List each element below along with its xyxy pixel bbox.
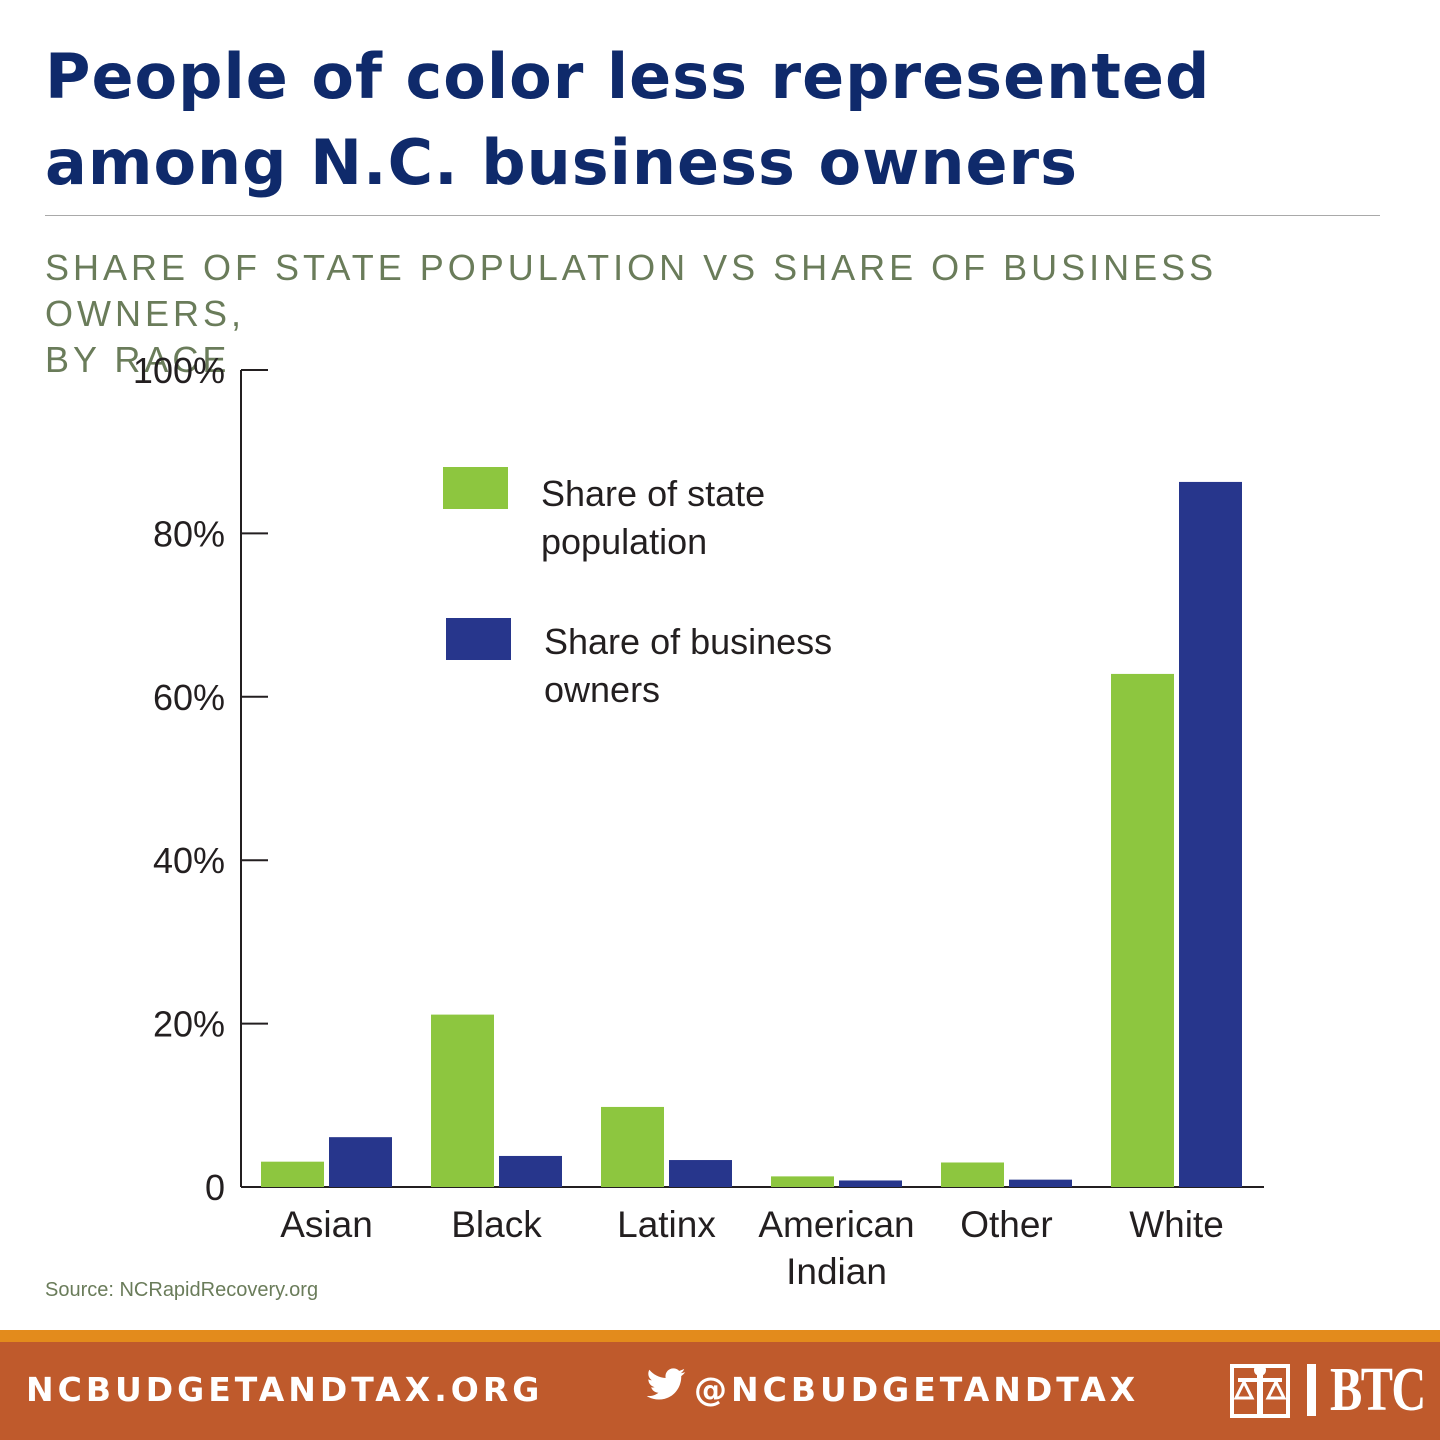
y-tick-label: 80% [153, 513, 225, 554]
title-line-2: among N.C. business owners [45, 126, 1079, 199]
subtitle-line-1: SHARE OF STATE POPULATION VS SHARE OF BU… [45, 247, 1218, 334]
page-title: People of color less represented among N… [45, 34, 1405, 206]
bar-population [1111, 673, 1174, 1187]
twitter-bird-icon [646, 1368, 686, 1400]
legend-label: owners [544, 669, 660, 710]
x-tick-label: Black [451, 1204, 542, 1245]
y-tick-label: 20% [153, 1004, 225, 1045]
y-tick-label: 60% [153, 677, 225, 718]
y-tick-label: 0 [205, 1167, 225, 1208]
footer-accent-strip [0, 1330, 1440, 1342]
logo-divider [1307, 1364, 1316, 1416]
legend-label: Share of business [544, 621, 832, 662]
x-tick-label: American [758, 1204, 914, 1245]
chart-subtitle: SHARE OF STATE POPULATION VS SHARE OF BU… [45, 245, 1405, 383]
bar-owners [669, 1160, 732, 1187]
twitter-handle-link[interactable]: @NCBUDGETANDTAX [694, 1370, 1140, 1409]
bar-owners [1179, 481, 1242, 1188]
website-link[interactable]: NCBUDGETANDTAX.ORG [26, 1370, 544, 1409]
bar-population [431, 1014, 494, 1187]
bar-population [261, 1161, 324, 1187]
scales-of-justice-icon [1230, 1364, 1290, 1418]
subtitle-line-2: BY RACE [45, 339, 231, 380]
bar-owners [329, 1137, 392, 1187]
bar-population [771, 1176, 834, 1187]
bar-chart: 0 20% 40% 60% 80% 100% Asian Black Latinx America… [133, 350, 1264, 1292]
y-tick-label: 100% [133, 350, 225, 391]
legend-label: Share of state [541, 473, 765, 514]
title-divider [45, 215, 1380, 216]
title-line-1: People of color less represented [45, 40, 1211, 113]
legend-swatch-population [443, 467, 508, 509]
x-tick-label: Asian [280, 1204, 373, 1245]
bar-owners [499, 1155, 562, 1187]
y-tick-label: 40% [153, 840, 225, 881]
x-tick-label: Other [960, 1204, 1053, 1245]
x-tick-label: Indian [786, 1251, 887, 1292]
bar-owners [1009, 1179, 1072, 1187]
source-note: Source: NCRapidRecovery.org [45, 1279, 319, 1301]
btc-logo-text: BTC [1330, 1356, 1426, 1424]
x-tick-label: Latinx [617, 1204, 716, 1245]
legend-label: population [541, 521, 707, 562]
bar-population [941, 1162, 1004, 1187]
footer-bar: NCBUDGETANDTAX.ORG @NCBUDGETANDTAX BTC [0, 1342, 1440, 1440]
legend-swatch-owners [446, 618, 511, 660]
bar-population [601, 1106, 664, 1187]
bar-owners [839, 1180, 902, 1187]
x-tick-label: White [1129, 1204, 1224, 1245]
